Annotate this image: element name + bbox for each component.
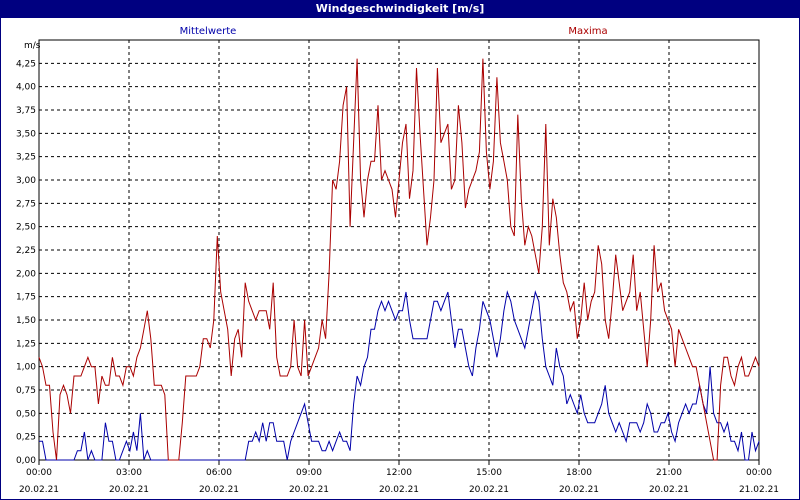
y-tick-label: 3,25 [16, 153, 36, 163]
x-tick-time: 09:00 [296, 468, 322, 478]
y-tick-label: 1,25 [16, 339, 36, 349]
y-tick-label: 4,00 [16, 83, 36, 93]
series-lines [38, 58, 760, 461]
window-title: Windgeschwindigkeit [m/s] [0, 0, 800, 18]
x-tick-time: 15:00 [476, 468, 502, 478]
y-tick-label: 1,50 [16, 316, 36, 326]
x-tick-date: 20.02.21 [649, 485, 689, 495]
x-tick-date: 20.02.21 [469, 485, 509, 495]
y-tick-label: 1,00 [16, 363, 36, 373]
y-tick-label: 0,00 [16, 456, 36, 466]
x-tick-date: 20.02.21 [19, 485, 59, 495]
y-tick-label: 3,75 [16, 106, 36, 116]
x-tick-time: 06:00 [206, 468, 232, 478]
y-tick-label: 2,75 [16, 199, 36, 209]
x-tick-time: 21:00 [656, 468, 682, 478]
x-tick-date: 20.02.21 [109, 485, 149, 495]
series-line-maxima [38, 58, 760, 461]
y-tick-label: 2,50 [16, 223, 36, 233]
y-tick-label: 0,25 [16, 433, 36, 443]
x-tick-time: 03:00 [116, 468, 142, 478]
y-tick-label: 4,25 [16, 59, 36, 69]
y-tick-label: 3,00 [16, 176, 36, 186]
x-tick-date: 20.02.21 [379, 485, 419, 495]
x-tick-date: 20.02.21 [199, 485, 239, 495]
y-tick-label: 1,75 [16, 293, 36, 303]
legend-mittelwerte: Mittelwerte [180, 26, 237, 37]
y-tick-label: 3,50 [16, 129, 36, 139]
x-tick-date: 20.02.21 [289, 485, 329, 495]
legend-maxima: Maxima [568, 26, 607, 37]
y-axis-label: m/s [24, 41, 41, 51]
y-tick-label: 0,75 [16, 386, 36, 396]
x-tick-time: 12:00 [386, 468, 412, 478]
x-tick-time: 00:00 [746, 468, 772, 478]
y-tick-label: 2,00 [16, 269, 36, 279]
x-tick-date: 21.02.21 [739, 485, 779, 495]
y-axis-ticks: 0,00 0,25 0,50 0,75 1,00 1,25 1,50 1,75 2,00 2,25… [16, 59, 36, 466]
x-tick-date: 20.02.21 [559, 485, 599, 495]
series-line-mittelwerte [39, 290, 760, 461]
y-tick-label: 0,50 [16, 409, 36, 419]
x-tick-time: 18:00 [566, 468, 592, 478]
y-tick-label: 2,25 [16, 246, 36, 256]
x-tick-time: 00:00 [26, 468, 52, 478]
x-axis-ticks: 00:00 20.02.21 03:00 20.02.21 06:00 20.02.21 0… [19, 460, 779, 495]
grid-lines [39, 40, 759, 461]
